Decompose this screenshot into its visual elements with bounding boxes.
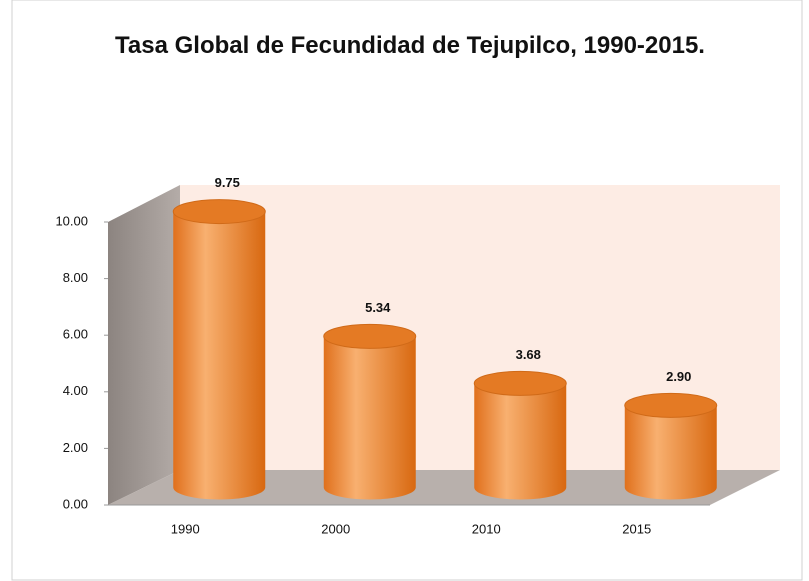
x-tick-label: 2015 [622,521,651,536]
plot-border [11,0,803,581]
y-tick-label: 10.00 [55,213,88,228]
x-tick-label: 2000 [321,521,350,536]
bar [173,211,266,500]
value-label: 5.34 [365,300,391,315]
bar [624,405,717,500]
bar-top [172,199,266,225]
bar [323,336,416,500]
value-label: 9.75 [215,175,240,190]
y-tick-label: 2.00 [63,440,88,455]
value-label: 3.68 [516,347,541,362]
floor [108,470,780,505]
y-tick-label: 0.00 [63,496,88,511]
bar-top [473,370,567,396]
y-tick-label: 8.00 [63,270,88,285]
bar-top [323,323,417,349]
y-tick-label: 6.00 [63,327,88,342]
bar-top [624,392,718,418]
side-wall [108,185,180,505]
y-tick-label: 4.00 [63,383,88,398]
bar [474,383,567,500]
chart-title: Tasa Global de Fecundidad de Tejupilco, … [115,32,705,59]
x-tick-label: 1990 [171,521,200,536]
x-tick-label: 2010 [472,521,501,536]
value-label: 2.90 [666,369,691,384]
